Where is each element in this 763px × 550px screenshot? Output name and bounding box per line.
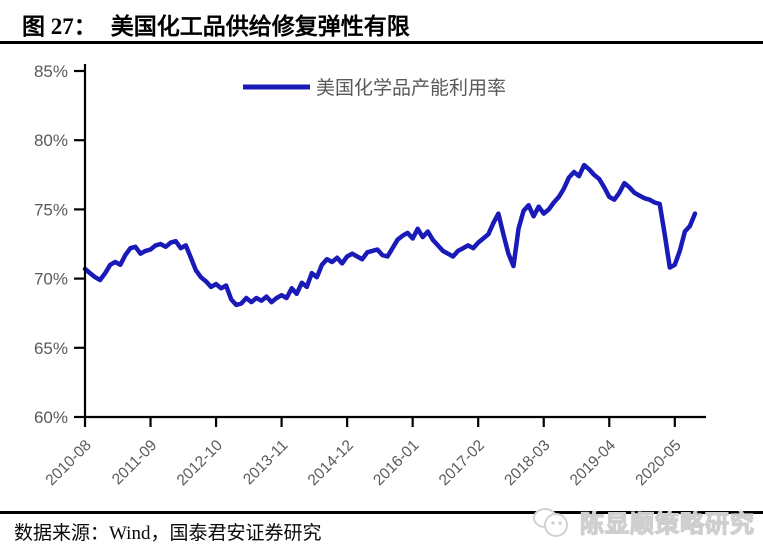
watermark-logo-icon [533, 507, 568, 537]
y-tick-label: 85% [34, 62, 68, 81]
y-axis-ticks [74, 69, 85, 419]
x-tick-label: 2010-08 [43, 437, 95, 489]
y-tick-label: 80% [34, 131, 68, 150]
y-tick-label: 65% [34, 339, 68, 358]
series-line-us-chem-capacity-utilization [82, 162, 698, 308]
x-tick-label: 2018-03 [501, 437, 553, 489]
x-tick-label: 2017-02 [436, 437, 488, 489]
x-tick-label: 2016-01 [370, 437, 422, 489]
x-tick-label: 2012-10 [174, 437, 227, 490]
figure-number-label: 图 27： [22, 14, 97, 39]
watermark-text: 陈显顺策略研究 [579, 510, 755, 538]
figure-title: 美国化工品供给修复弹性有限 [110, 14, 410, 39]
x-tick-label: 2020-05 [632, 437, 684, 489]
y-tick-label: 75% [34, 200, 68, 219]
x-tick-label: 2013-11 [240, 437, 291, 488]
y-axis-tick-labels: 60% 65% 70% 75% 80% 85% [34, 62, 68, 427]
figure-title-row: 图 27： 美国化工品供给修复弹性有限 [22, 7, 410, 41]
title-divider-rule [0, 41, 763, 44]
y-tick-label: 60% [34, 408, 68, 427]
watermark: 陈显顺策略研究 [532, 504, 755, 539]
x-tick-label: 2019-04 [567, 437, 620, 490]
legend-label: 美国化学品产能利用率 [316, 77, 506, 99]
y-tick-label: 70% [34, 270, 68, 289]
x-axis-ticks [83, 417, 676, 427]
x-axis-tick-labels: 2010-08 2011-09 2012-10 2013-11 2014-12 2016-… [43, 437, 685, 490]
data-source-text: 数据来源：Wind，国泰君安证券研究 [14, 523, 322, 544]
x-tick-label: 2011-09 [109, 437, 160, 488]
legend: 美国化学品产能利用率 [243, 77, 506, 99]
footer-divider-rule [0, 511, 763, 514]
x-tick-label: 2014-12 [305, 437, 357, 489]
